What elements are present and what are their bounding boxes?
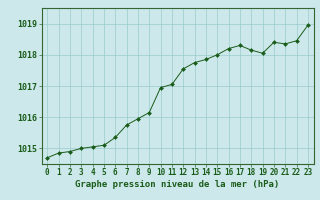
X-axis label: Graphe pression niveau de la mer (hPa): Graphe pression niveau de la mer (hPa) <box>76 180 280 189</box>
